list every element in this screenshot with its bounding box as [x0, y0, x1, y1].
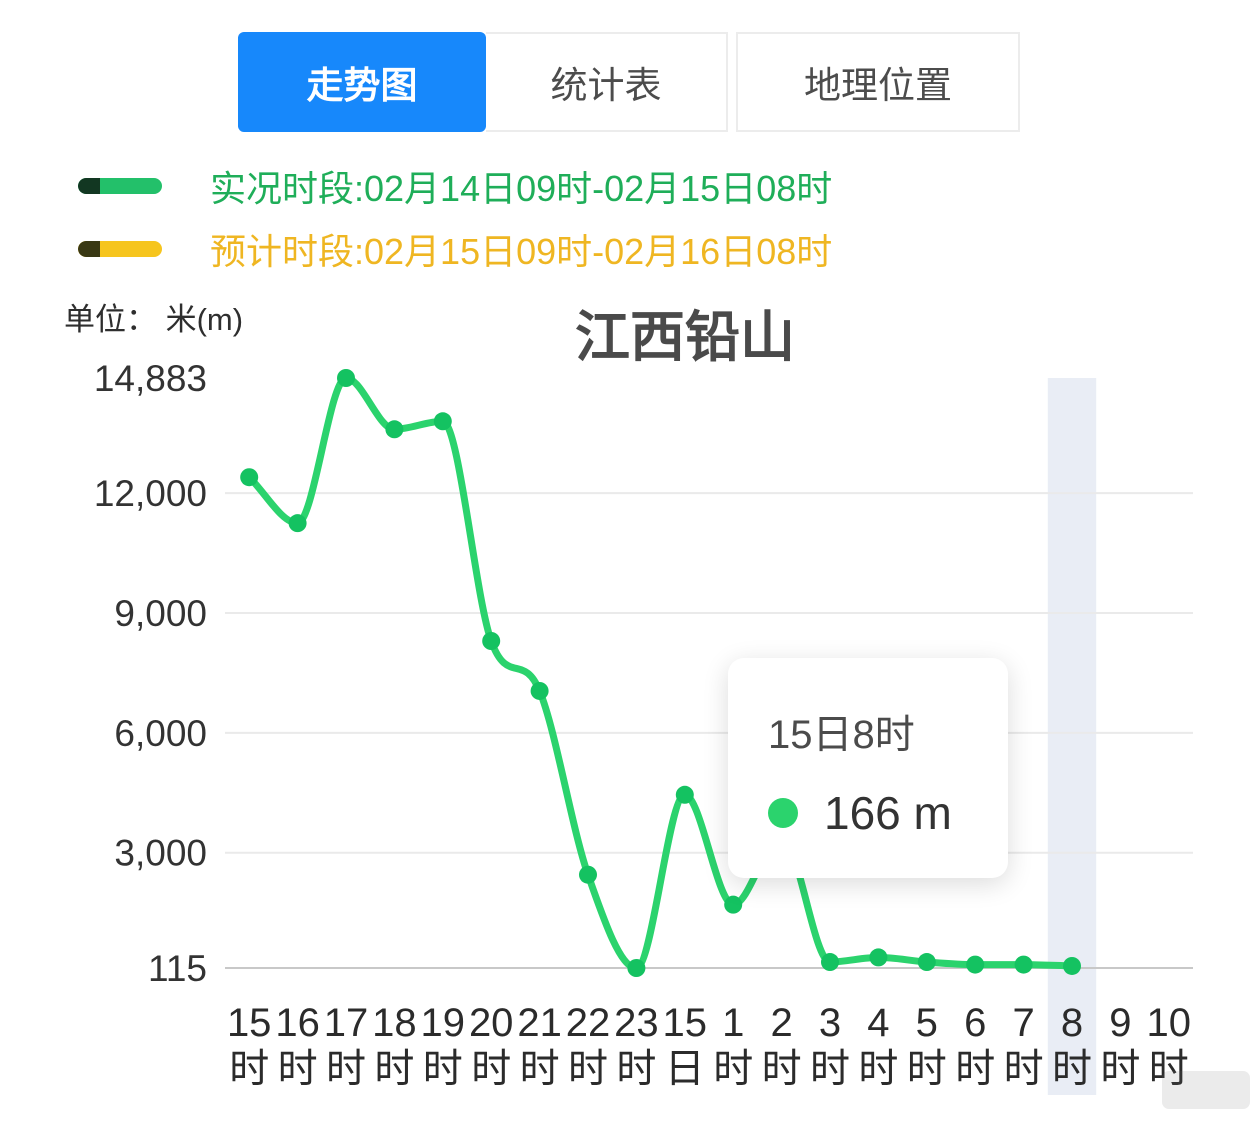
x-axis-label: 5 — [916, 1001, 938, 1045]
x-axis-label-unit: 时 — [907, 1047, 947, 1091]
tooltip: 15日8时 166 m — [728, 658, 1008, 878]
x-axis-label: 8 — [1061, 1001, 1083, 1045]
data-point[interactable] — [675, 785, 694, 804]
x-axis-label: 9 — [1109, 1001, 1131, 1045]
x-axis-label: 19 — [421, 1001, 466, 1045]
y-axis-label: 6,000 — [114, 713, 207, 754]
data-point[interactable] — [433, 412, 452, 431]
x-axis-label: 7 — [1012, 1001, 1034, 1045]
x-axis-label: 3 — [819, 1001, 841, 1045]
watermark — [1162, 1071, 1250, 1109]
x-axis-label-unit: 时 — [278, 1047, 318, 1091]
chart-title: 江西铅山 — [574, 306, 795, 368]
x-axis-label-unit: 时 — [1052, 1047, 1092, 1091]
x-axis-label-unit: 时 — [326, 1047, 366, 1091]
x-axis-label: 10 — [1147, 1001, 1192, 1045]
x-axis-label-unit: 时 — [713, 1047, 753, 1091]
data-point[interactable] — [579, 865, 597, 884]
x-axis-label-unit: 时 — [374, 1047, 414, 1091]
tab-statistics-table[interactable]: 统计表 — [486, 32, 728, 132]
unit-label: 单位： 米(m) — [64, 302, 244, 337]
x-axis-label-unit: 时 — [1004, 1047, 1044, 1091]
x-axis-label: 21 — [517, 1001, 562, 1045]
data-point[interactable] — [240, 468, 259, 487]
y-axis-label: 115 — [148, 948, 207, 989]
x-axis-label: 4 — [867, 1001, 889, 1045]
x-axis-label: 15 — [663, 1001, 708, 1045]
data-point[interactable] — [966, 955, 985, 974]
data-point[interactable] — [1063, 956, 1081, 975]
data-point[interactable] — [288, 514, 307, 533]
x-axis-label-unit: 时 — [955, 1047, 995, 1091]
x-axis-label-unit: 时 — [520, 1047, 560, 1091]
x-axis-label-unit: 时 — [616, 1047, 656, 1091]
tooltip-row: 166 m — [768, 786, 1008, 840]
y-axis-label: 12,000 — [94, 473, 207, 514]
legend-item-forecast[interactable]: 预计时段:02月15日09时-02月16日08时 — [78, 227, 832, 272]
x-axis-label: 23 — [614, 1001, 659, 1045]
x-axis-label-unit: 时 — [1100, 1047, 1140, 1091]
x-axis-label: 20 — [469, 1001, 514, 1045]
legend-actual-label: 实况时段:02月14日09时-02月15日08时 — [210, 168, 833, 209]
data-point[interactable] — [869, 948, 888, 967]
highlight-band — [1047, 378, 1097, 1095]
x-axis-label-unit: 时 — [858, 1047, 898, 1091]
x-axis-label-unit: 时 — [810, 1047, 850, 1091]
x-axis-label: 22 — [566, 1001, 611, 1045]
x-axis-label-unit: 时 — [471, 1047, 511, 1091]
forecast-line-swatch-icon — [78, 241, 162, 257]
data-point[interactable] — [385, 420, 404, 439]
data-point[interactable] — [821, 953, 839, 972]
tab-geographic-location[interactable]: 地理位置 — [736, 32, 1020, 132]
tooltip-title: 15日8时 — [768, 713, 915, 757]
tab-bar: 走势图 统计表 地理位置 — [238, 32, 1020, 132]
legend-item-actual[interactable]: 实况时段:02月14日09时-02月15日08时 — [78, 164, 832, 209]
data-point[interactable] — [337, 369, 355, 387]
y-axis-label: 9,000 — [114, 593, 207, 634]
x-axis-label: 16 — [275, 1001, 320, 1045]
x-axis-label-unit: 日 — [665, 1047, 705, 1091]
data-point[interactable] — [724, 895, 743, 914]
x-axis-label: 6 — [964, 1001, 986, 1045]
x-axis-label-unit: 时 — [762, 1047, 802, 1091]
data-point[interactable] — [530, 681, 549, 700]
legend-forecast-label: 预计时段:02月15日09时-02月16日08时 — [210, 231, 833, 272]
x-axis-label: 1 — [722, 1001, 744, 1045]
y-axis-label: 14,883 — [94, 358, 207, 399]
data-point[interactable] — [1014, 955, 1033, 974]
x-axis-label-unit: 时 — [229, 1047, 269, 1091]
actual-line-swatch-icon — [78, 178, 162, 194]
data-point[interactable] — [917, 953, 936, 972]
x-axis-label: 2 — [770, 1001, 792, 1045]
tooltip-series-dot-icon — [768, 798, 798, 828]
data-point[interactable] — [482, 631, 501, 650]
tooltip-value: 166 m — [824, 787, 952, 839]
tab-trend-chart[interactable]: 走势图 — [238, 32, 486, 132]
x-axis-label: 15 — [227, 1001, 272, 1045]
x-axis-label-unit: 时 — [1149, 1047, 1189, 1091]
x-axis-label: 18 — [372, 1001, 417, 1045]
y-axis-label: 3,000 — [114, 833, 207, 874]
data-point[interactable] — [627, 959, 646, 977]
x-axis-label-unit: 时 — [568, 1047, 608, 1091]
x-axis-label-unit: 时 — [423, 1047, 463, 1091]
x-axis-label: 17 — [324, 1001, 369, 1045]
